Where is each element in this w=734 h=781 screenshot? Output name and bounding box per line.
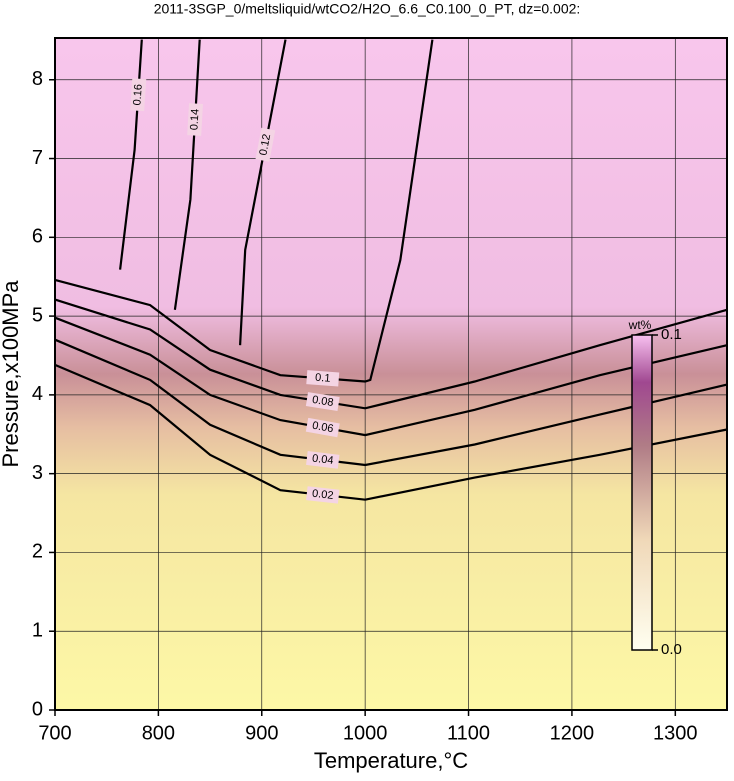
plot-background: [55, 38, 727, 710]
colorbar: [631, 334, 653, 651]
contour-label-bg: [305, 417, 340, 438]
contour-label: 0.08: [311, 394, 334, 409]
y-tick-label: 2: [32, 541, 43, 563]
y-tick-label: 6: [32, 226, 43, 248]
contour-label: 0.04: [311, 453, 334, 467]
colorbar-label: wt%: [628, 318, 652, 332]
y-tick-label: 5: [32, 304, 43, 326]
x-axis-label: Temperature,°C: [314, 748, 468, 773]
y-tick-label: 8: [32, 68, 43, 90]
contour-line: [119, 39, 143, 270]
contour-label-bg: [130, 78, 147, 112]
contour-label-bg: [187, 103, 204, 136]
colorbar-tick-label: 0.0: [661, 641, 682, 658]
y-tick-label: 0: [32, 698, 43, 720]
y-tick-label: 3: [32, 462, 43, 484]
x-tick-label: 900: [245, 722, 278, 744]
contour-line: [239, 39, 287, 346]
y-axis-label: Pressure,x100MPa: [0, 280, 23, 468]
y-tick-label: 7: [32, 147, 43, 169]
colorbar-tick-label: 0.1: [661, 326, 682, 343]
contour-label: 0.12: [257, 133, 273, 156]
contour-label: 0.16: [131, 84, 144, 106]
x-tick-label: 1000: [343, 722, 388, 744]
contour-label: 0.1: [315, 372, 331, 385]
contour-line: [173, 39, 201, 310]
contour-label-bg: [306, 370, 340, 387]
x-tick-label: 1200: [550, 722, 595, 744]
contour-label: 0.06: [311, 420, 334, 436]
contour-label-bg: [306, 451, 340, 469]
y-tick-label: 1: [32, 620, 43, 642]
contour-label-bg: [306, 486, 340, 504]
contour-label-bg: [305, 392, 340, 411]
y-tick-label: 4: [32, 383, 43, 405]
contour-label: 0.02: [311, 488, 334, 502]
plot-frame: [54, 37, 728, 711]
contour-label-bg: [255, 127, 276, 162]
chart-title: 2011-3SGP_0/meltsliquid/wtCO2/H2O_6.6_C0…: [154, 1, 581, 17]
x-tick-label: 1300: [653, 722, 698, 744]
x-tick-label: 700: [38, 722, 71, 744]
contour-label: 0.14: [188, 108, 201, 130]
x-tick-label: 1100: [447, 722, 490, 744]
x-tick-label: 800: [142, 722, 175, 744]
